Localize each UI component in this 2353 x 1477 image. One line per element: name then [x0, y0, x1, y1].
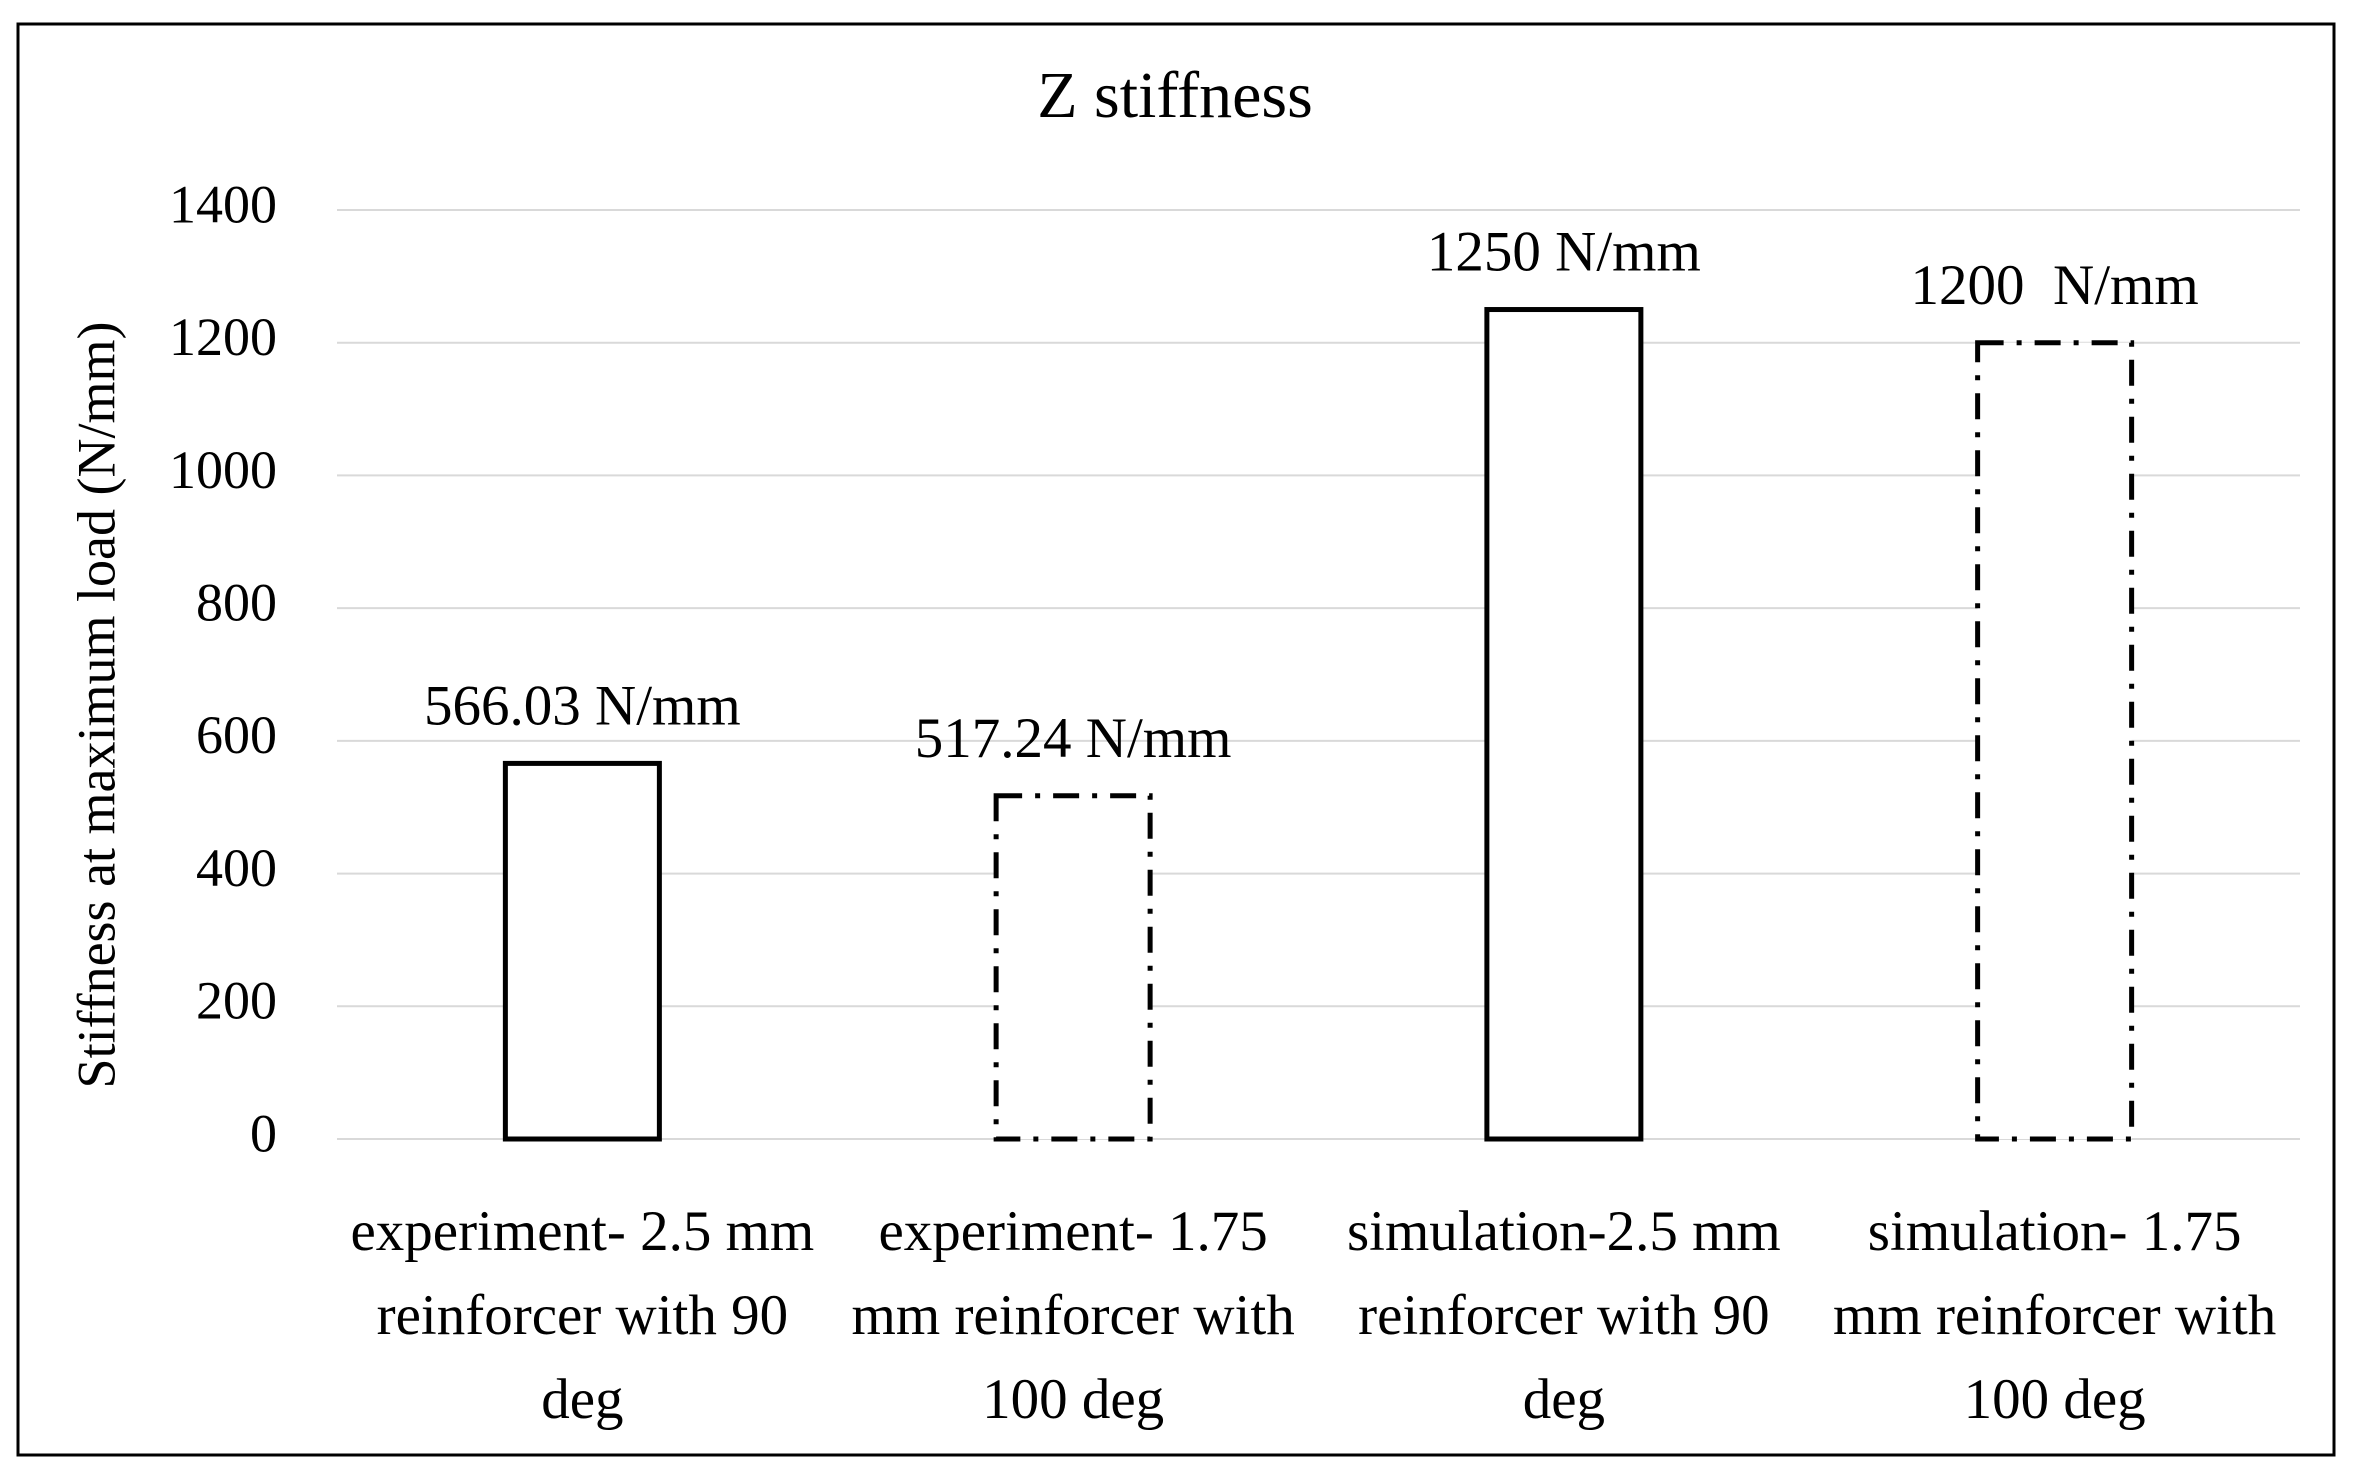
- data-label: 1200 N/mm: [1911, 254, 2199, 317]
- y-tick-label: 0: [250, 1103, 277, 1163]
- bar: [1975, 340, 2135, 1142]
- y-tick-label: 1000: [169, 440, 277, 500]
- chart-title: Z stiffness: [1037, 59, 1313, 132]
- y-tick-label: 1400: [169, 174, 277, 234]
- chart-frame: [16, 22, 2336, 1457]
- y-axis-label: Stiffness at maximum load (N/mm): [66, 322, 126, 1089]
- bar: [502, 760, 662, 1142]
- y-tick-label: 800: [196, 573, 277, 633]
- data-label: 1250 N/mm: [1427, 221, 1701, 284]
- y-tick-label: 200: [196, 971, 277, 1031]
- y-tick-label: 600: [196, 705, 277, 765]
- y-tick-label: 400: [196, 838, 277, 898]
- data-label: 566.03 N/mm: [424, 674, 741, 737]
- bar: [993, 793, 1153, 1142]
- x-tick-label: simulation- 1.75 mm reinforcer with 100 …: [1833, 1200, 2291, 1431]
- data-label: 517.24 N/mm: [915, 707, 1232, 770]
- x-tick-label: experiment- 1.75 mm reinforcer with 100 …: [851, 1200, 1309, 1431]
- x-tick-label: experiment- 2.5 mm reinforcer with 90 de…: [350, 1200, 829, 1431]
- x-tick-label: simulation-2.5 mm reinforcer with 90 deg: [1346, 1200, 1796, 1431]
- y-tick-label: 1200: [169, 307, 277, 367]
- bar: [1484, 307, 1644, 1142]
